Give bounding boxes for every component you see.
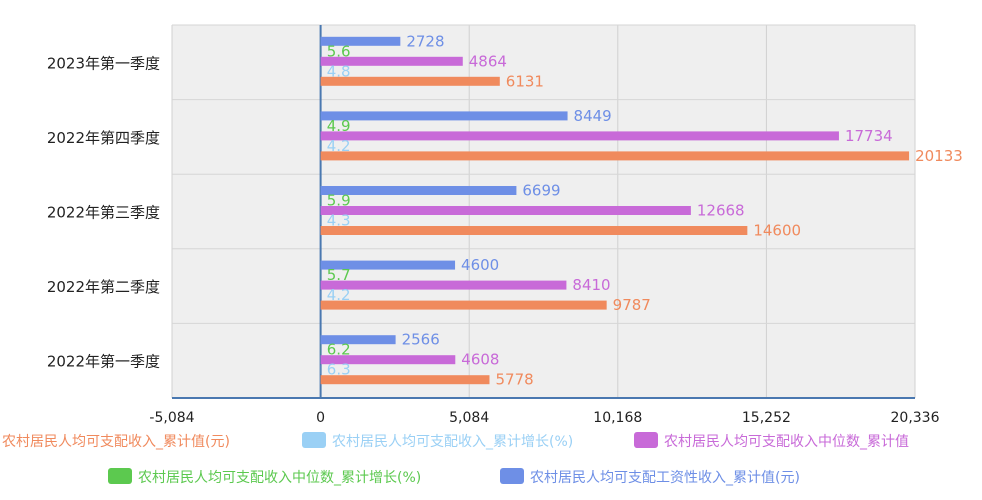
category-label: 2022年第三季度 [47,204,160,222]
x-tick-label: -5,084 [149,410,194,426]
bar [320,300,607,310]
x-tick-label: 20,336 [891,410,940,426]
bar [320,186,517,195]
data-label: 17734 [845,127,893,145]
x-tick-label: 10,168 [593,410,642,426]
legend-swatch [108,468,132,484]
data-label: 4.2 [327,286,351,304]
bar [320,335,396,345]
legend-label: 农村居民人均可支配收入中位数_累计值 [664,434,909,450]
x-tick-label: 5,084 [449,410,489,426]
bar [320,280,567,290]
bar [320,111,568,121]
bar [320,151,910,161]
category-label: 2022年第一季度 [47,353,160,371]
bar [320,76,500,86]
legend-label: 农村居民人均可支配收入中位数_累计增长(%) [138,470,421,486]
data-label: 4600 [461,256,499,274]
x-tick-label: 0 [316,410,325,426]
data-label: 5.9 [327,192,351,210]
data-label: 4608 [461,351,499,369]
data-label: 4.2 [327,137,351,155]
bar [320,226,748,235]
legend-swatch [634,432,658,448]
legend-swatch [500,468,524,484]
data-label: 5.6 [327,42,351,60]
data-label: 12668 [697,202,745,220]
data-label: 4.8 [327,62,351,80]
data-label: 2566 [402,331,440,349]
category-label: 2023年第一季度 [47,54,160,72]
data-label: 8410 [572,276,610,294]
data-label: 6699 [522,182,560,200]
data-label: 4.9 [327,117,351,135]
data-label: 4.3 [327,212,351,230]
bar [320,260,456,270]
x-tick-label: 15,252 [742,410,791,426]
data-label: 20133 [915,147,963,165]
legend-label: 农村居民人均可支配收入_累计值(元) [2,434,230,450]
legend-label: 农村居民人均可支配收入_累计增长(%) [332,434,573,450]
legend-swatch [302,432,326,448]
data-label: 5778 [495,371,533,389]
bar [320,206,691,215]
category-label: 2022年第二季度 [47,278,160,296]
data-label: 4864 [469,52,507,70]
bar [320,131,839,141]
bar [320,355,456,365]
data-label: 8449 [574,107,612,125]
data-label: 6131 [506,72,544,90]
category-label: 2022年第四季度 [47,129,160,147]
data-label: 5.7 [327,266,351,284]
bar [320,56,463,66]
data-label: 6.2 [327,341,351,359]
bar [320,36,401,46]
data-label: 14600 [753,222,801,240]
data-label: 6.3 [327,361,351,379]
data-label: 2728 [406,32,444,50]
legend-label: 农村居民人均可支配工资性收入_累计值(元) [530,470,800,486]
bar [320,375,490,385]
data-label: 9787 [613,296,651,314]
